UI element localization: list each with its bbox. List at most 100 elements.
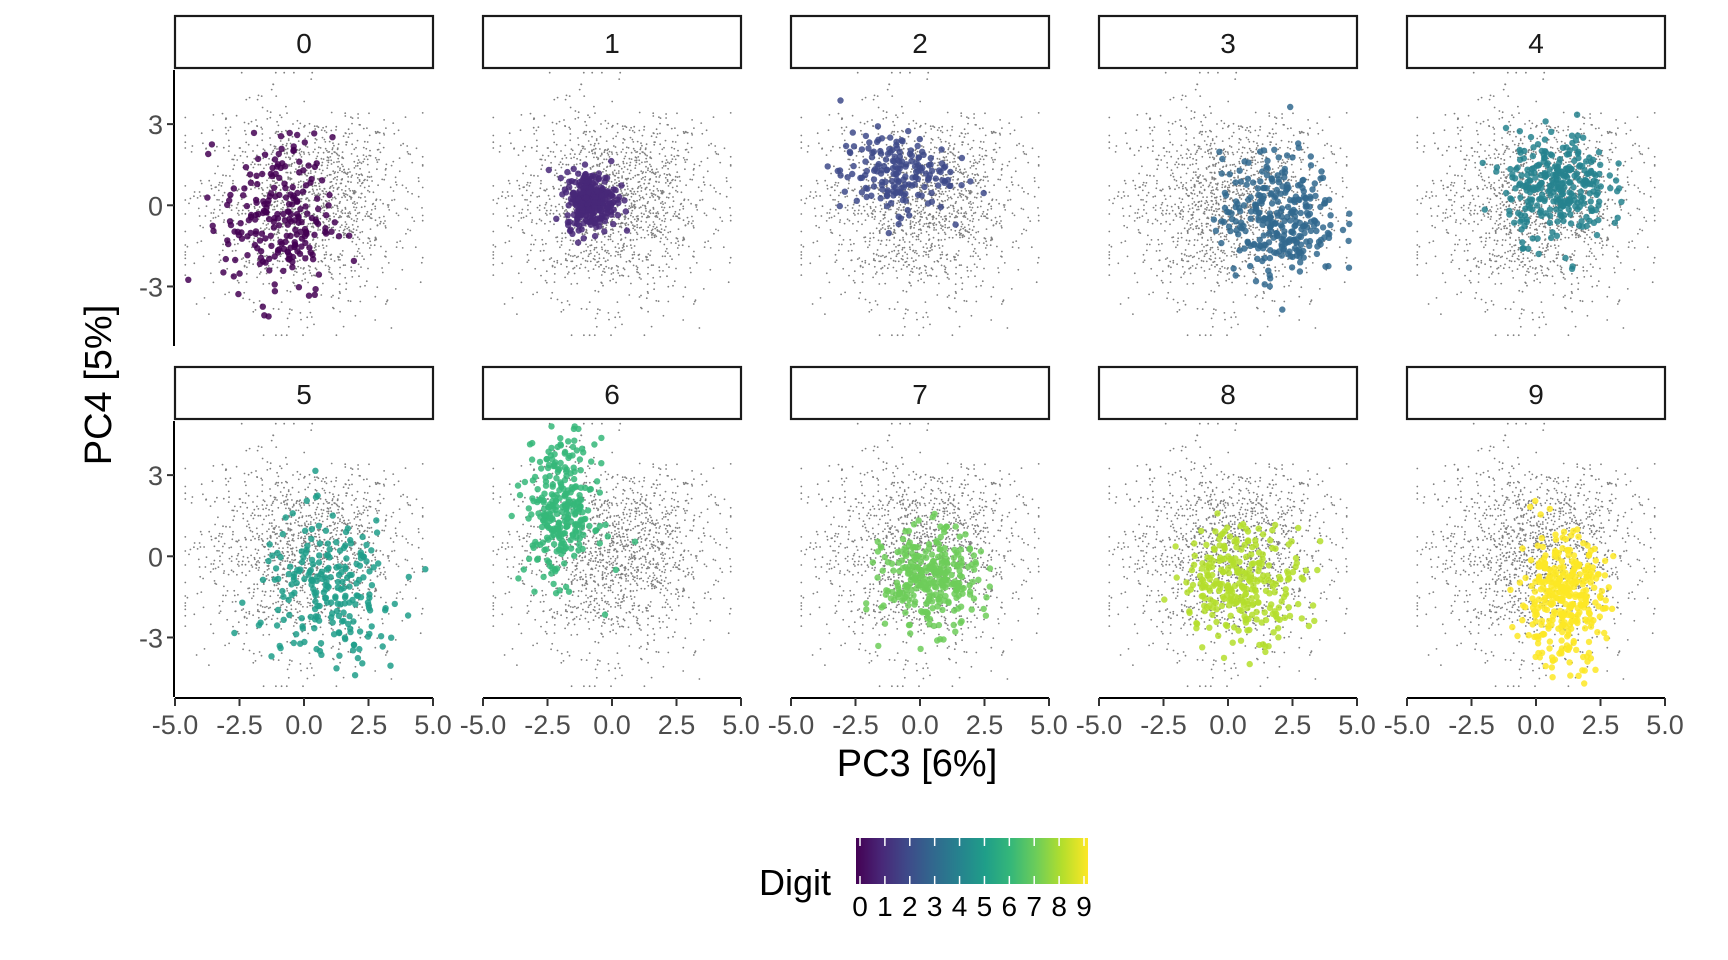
- background-point: [369, 228, 372, 231]
- background-point: [584, 266, 587, 269]
- background-point: [1011, 212, 1014, 215]
- background-point: [311, 188, 314, 191]
- background-point: [644, 204, 646, 207]
- background-point: [398, 170, 401, 173]
- background-point: [504, 241, 507, 244]
- background-point: [214, 172, 217, 175]
- background-point: [656, 216, 659, 219]
- background-point: [252, 150, 254, 152]
- background-point: [357, 263, 360, 266]
- background-point: [840, 126, 843, 129]
- background-point: [242, 257, 245, 259]
- background-point: [612, 184, 614, 187]
- background-point: [610, 273, 613, 275]
- background-point: [554, 266, 556, 269]
- background-point: [650, 325, 653, 328]
- background-point: [258, 273, 261, 275]
- background-point: [672, 200, 675, 203]
- background-point: [868, 166, 871, 169]
- background-point: [295, 271, 298, 274]
- background-point: [632, 147, 635, 150]
- background-point: [598, 253, 601, 256]
- background-point: [601, 71, 603, 74]
- background-point: [310, 274, 313, 277]
- background-point: [330, 296, 333, 298]
- background-point: [885, 201, 888, 203]
- background-point: [555, 143, 558, 146]
- background-point: [1023, 152, 1026, 155]
- background-point: [933, 151, 936, 154]
- background-point: [355, 146, 357, 149]
- background-point: [693, 256, 695, 258]
- background-point: [935, 211, 938, 214]
- background-point: [848, 274, 850, 277]
- background-point: [564, 276, 566, 279]
- data-point: [280, 210, 287, 218]
- background-point: [184, 230, 187, 233]
- background-point: [946, 198, 949, 201]
- background-point: [221, 200, 224, 203]
- data-point: [254, 245, 261, 252]
- background-point: [383, 215, 385, 218]
- data-point: [335, 233, 343, 240]
- background-point: [977, 255, 980, 257]
- background-point: [900, 209, 903, 212]
- background-point: [705, 214, 708, 217]
- background-point: [925, 243, 927, 245]
- background-point: [611, 218, 614, 221]
- background-point: [616, 269, 619, 272]
- background-point: [645, 210, 647, 212]
- background-point: [355, 229, 358, 232]
- background-point: [829, 194, 832, 197]
- background-point: [189, 197, 192, 200]
- background-point: [594, 142, 596, 145]
- background-point: [951, 213, 953, 216]
- background-point: [683, 159, 686, 161]
- background-point: [289, 171, 292, 174]
- background-point: [225, 117, 227, 120]
- background-point: [492, 147, 495, 149]
- background-point: [641, 144, 643, 147]
- background-point: [370, 209, 373, 211]
- background-point: [630, 151, 633, 154]
- background-point: [620, 167, 623, 170]
- background-point: [665, 196, 668, 199]
- background-point: [904, 312, 907, 315]
- background-point: [322, 158, 325, 161]
- background-point: [1027, 192, 1029, 195]
- background-point: [649, 189, 651, 191]
- background-point: [1017, 247, 1020, 249]
- background-point: [877, 239, 880, 242]
- background-point: [824, 179, 827, 182]
- background-point: [322, 204, 325, 206]
- background-point: [284, 148, 287, 151]
- background-point: [351, 132, 353, 135]
- background-point: [271, 162, 274, 165]
- data-point: [568, 199, 575, 206]
- background-point: [401, 184, 404, 187]
- background-point: [661, 255, 664, 258]
- background-point: [857, 209, 860, 212]
- background-point: [923, 181, 926, 184]
- background-point: [1003, 204, 1006, 206]
- background-point: [665, 225, 667, 228]
- background-point: [420, 261, 423, 264]
- background-point: [370, 244, 372, 247]
- background-point: [354, 165, 357, 167]
- background-point: [1001, 256, 1003, 258]
- background-point: [894, 212, 897, 215]
- background-point: [959, 236, 961, 239]
- background-point: [633, 251, 635, 254]
- background-point: [987, 180, 989, 182]
- background-point: [909, 202, 912, 205]
- background-point: [963, 180, 965, 183]
- background-point: [268, 157, 270, 160]
- background-point: [365, 280, 368, 283]
- background-point: [308, 301, 311, 303]
- background-point: [647, 167, 649, 170]
- background-point: [600, 281, 603, 284]
- background-point: [702, 288, 705, 290]
- background-point: [984, 112, 986, 115]
- background-point: [396, 241, 398, 244]
- background-point: [960, 221, 963, 223]
